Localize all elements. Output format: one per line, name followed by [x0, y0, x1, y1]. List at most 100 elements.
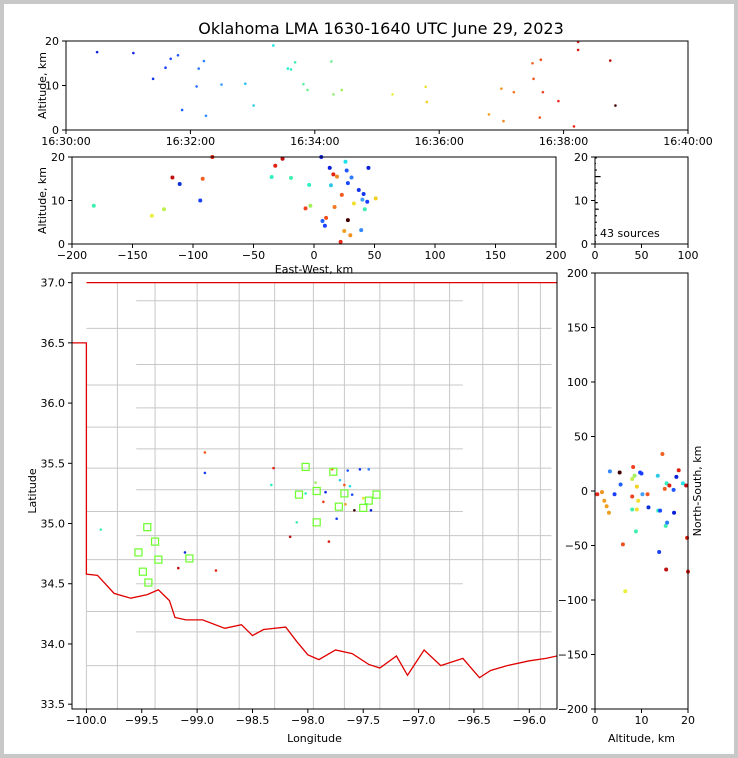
source-point [360, 197, 365, 202]
y-tick-label: 35.0 [41, 518, 66, 531]
x-tick-label: 0 [592, 714, 599, 727]
source-point [132, 51, 135, 55]
y-tick-label: 200 [567, 267, 588, 280]
y-tick-label: 20 [574, 151, 588, 164]
source-point [183, 551, 187, 554]
source-point [346, 469, 350, 472]
source-point [289, 175, 294, 180]
source-point [91, 203, 96, 208]
source-point [149, 213, 154, 218]
source-point [557, 99, 560, 103]
source-point [633, 529, 638, 534]
source-point [595, 492, 600, 497]
source-point [632, 473, 637, 478]
source-point [306, 88, 309, 92]
source-point [424, 85, 428, 89]
source-point [335, 517, 338, 521]
source-point [634, 484, 639, 489]
source-point [177, 566, 180, 570]
y-axis-label: Altitude, km [36, 167, 49, 234]
y-tick-label: 20 [45, 35, 59, 48]
source-point [280, 156, 285, 161]
source-point [606, 510, 611, 515]
station-marker [150, 537, 160, 546]
y-tick-label: 34.0 [41, 638, 66, 651]
y-tick-label: 10 [51, 195, 65, 208]
source-point [630, 507, 635, 512]
source-point [328, 183, 333, 188]
station-marker [312, 518, 321, 527]
figure-frame: Oklahoma LMA 1630-1640 UTC June 29, 2023… [4, 4, 734, 754]
source-point [350, 493, 354, 496]
source-point [538, 116, 542, 119]
source-point [203, 451, 207, 454]
station-marker [144, 578, 153, 587]
y-tick-label: 0 [581, 238, 588, 251]
source-point [676, 468, 681, 473]
source-point [203, 471, 207, 475]
source-point [324, 490, 327, 494]
source-point [631, 465, 636, 470]
source-point [244, 82, 247, 86]
x-tick-label: 50 [368, 249, 382, 262]
station-marker [143, 523, 152, 532]
map-layer [72, 281, 557, 709]
source-point [362, 207, 367, 212]
source-point [214, 569, 218, 572]
x-axis-label: East-West, km [275, 263, 353, 276]
x-tick-label: 100 [678, 249, 699, 262]
source-point [161, 207, 166, 212]
source-point [664, 481, 669, 486]
y-tick-label: −100 [558, 594, 588, 607]
source-point [327, 165, 332, 170]
y-tick-label: 0 [581, 485, 588, 498]
y-axis-label: Latitude [26, 468, 39, 514]
source-point [345, 218, 350, 223]
x-tick-label: −98.0 [291, 714, 325, 727]
x-tick-label: −96.0 [512, 714, 546, 727]
source-point [180, 108, 184, 112]
source-point [269, 175, 274, 180]
source-point [177, 181, 182, 186]
source-point [617, 470, 622, 475]
x-tick-label: 10 [635, 714, 649, 727]
x-tick-label: 16:30:00 [41, 135, 90, 148]
x-tick-label: −97.5 [346, 714, 380, 727]
x-tick-label: −50 [242, 249, 265, 262]
source-point [500, 87, 503, 90]
source-point [339, 192, 344, 197]
source-point [344, 502, 347, 506]
x-axis-label: Longitude [287, 732, 342, 745]
station-marker [185, 554, 194, 563]
source-point [684, 483, 689, 488]
y-axis-label: North-South, km [691, 446, 704, 537]
source-point [608, 59, 612, 62]
source-point [623, 589, 628, 594]
source-point [200, 176, 205, 181]
station-marker [154, 555, 163, 564]
x-tick-label: 200 [546, 249, 567, 262]
source-point [365, 199, 370, 204]
source-point [340, 88, 344, 92]
source-point [314, 481, 317, 484]
source-point [599, 490, 604, 495]
source-point [541, 90, 545, 94]
source-point [151, 77, 155, 81]
source-point [657, 550, 662, 555]
source-point [252, 104, 255, 107]
x-tick-label: 16:40:00 [663, 135, 712, 148]
x-tick-label: 16:32:00 [166, 135, 215, 148]
y-tick-label: 0 [58, 238, 65, 251]
y-axis-label: Altitude, km [36, 52, 49, 119]
sources-count: 43 sources [600, 227, 660, 240]
station-marker [301, 462, 310, 472]
source-point [425, 100, 429, 104]
source-point [304, 492, 307, 495]
station-marker [334, 502, 343, 511]
source-point [572, 125, 576, 128]
source-point [170, 175, 175, 180]
chart-title: Oklahoma LMA 1630-1640 UTC June 29, 2023 [198, 19, 564, 38]
source-point [270, 483, 273, 487]
source-point [367, 468, 371, 471]
source-point [356, 188, 361, 193]
